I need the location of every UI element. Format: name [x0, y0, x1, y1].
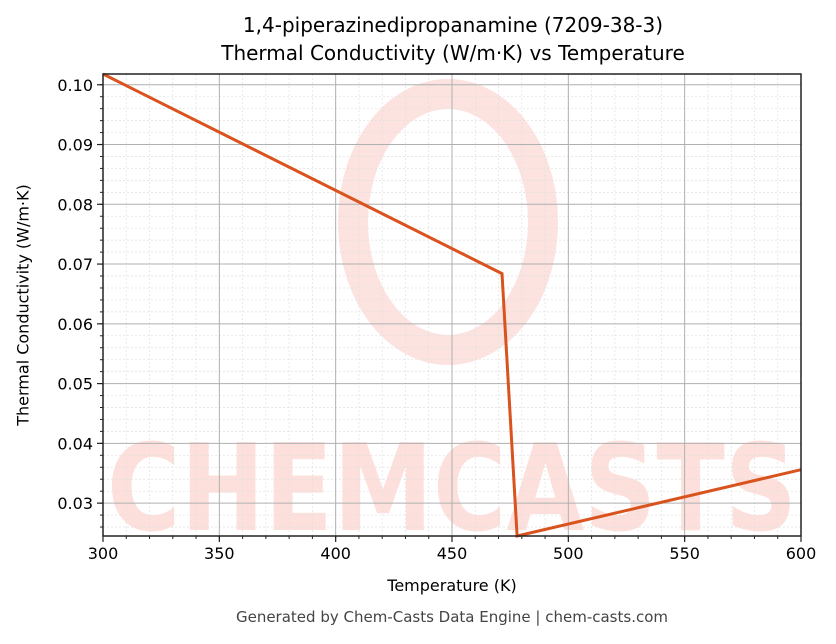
svg-text:0.09: 0.09 [57, 136, 93, 155]
svg-text:0.07: 0.07 [57, 255, 93, 274]
svg-text:550: 550 [669, 544, 700, 563]
svg-text:0.08: 0.08 [57, 195, 93, 214]
svg-text:350: 350 [204, 544, 235, 563]
major-grid [102, 74, 802, 536]
y-axis-label: Thermal Conductivity (W/m·K) [13, 184, 33, 426]
y-axis-ticks: 0.03 0.04 0.05 0.06 0.07 0.08 0.09 0.10 [57, 76, 103, 528]
svg-text:600: 600 [786, 544, 817, 563]
chart-title-line2: Thermal Conductivity (W/m·K) vs Temperat… [221, 41, 685, 65]
svg-text:0.10: 0.10 [57, 76, 93, 95]
svg-text:300: 300 [88, 544, 119, 563]
svg-text:500: 500 [553, 544, 584, 563]
data-line [102, 72, 802, 538]
svg-text:0.06: 0.06 [57, 315, 93, 334]
x-axis-ticks: 300 350 400 450 500 550 600 [88, 536, 817, 563]
svg-text:0.03: 0.03 [57, 494, 93, 513]
x-axis-label: Temperature (K) [387, 576, 517, 595]
chart-title-line1: 1,4-piperazinedipropanamine (7209-38-3) [242, 13, 664, 37]
svg-text:400: 400 [320, 544, 351, 563]
svg-text:450: 450 [437, 544, 468, 563]
svg-text:0.04: 0.04 [57, 434, 93, 453]
footer-credit: Generated by Chem-Casts Data Engine | ch… [235, 608, 669, 626]
svg-text:0.05: 0.05 [57, 375, 93, 394]
